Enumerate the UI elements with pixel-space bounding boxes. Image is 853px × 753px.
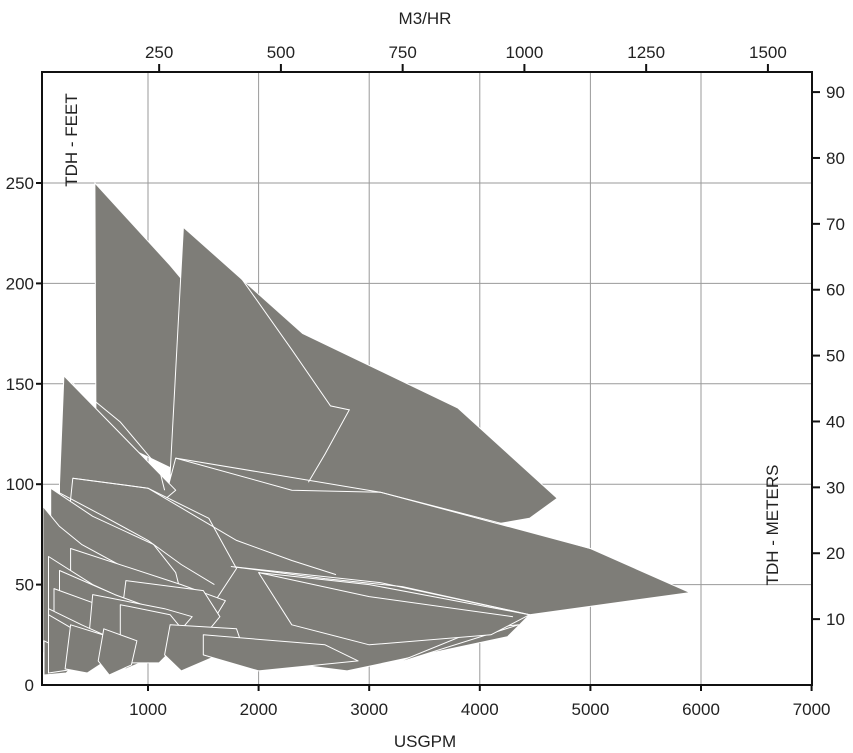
- left-axis-title: TDH - FEET: [62, 93, 81, 187]
- y2-tick-label: 40: [826, 412, 845, 431]
- y-tick-label: 150: [6, 375, 34, 394]
- x-tick-label: 5000: [571, 700, 609, 719]
- performance-areas: [43, 183, 690, 675]
- top-axis-title: M3/HR: [399, 9, 452, 28]
- y2-tick-label: 90: [826, 83, 845, 102]
- y2-tick-label: 10: [826, 610, 845, 629]
- x-tick-label: 1000: [129, 700, 167, 719]
- right-axis-title: TDH - METERS: [763, 465, 782, 586]
- bottom-axis-title: USGPM: [394, 732, 456, 751]
- y2-tick-label: 50: [826, 347, 845, 366]
- y-tick-label: 250: [6, 174, 34, 193]
- y2-tick-label: 70: [826, 215, 845, 234]
- x2-tick-label: 1250: [627, 43, 665, 62]
- y2-tick-label: 60: [826, 281, 845, 300]
- y2-tick-label: 80: [826, 149, 845, 168]
- y-tick-label: 200: [6, 274, 34, 293]
- x-tick-label: 4000: [461, 700, 499, 719]
- x-tick-label: 7000: [793, 700, 831, 719]
- y2-tick-label: 30: [826, 478, 845, 497]
- y-tick-label: 100: [6, 475, 34, 494]
- y-tick-label: 0: [25, 676, 34, 695]
- x-tick-label: 6000: [682, 700, 720, 719]
- x-tick-label: 2000: [240, 700, 278, 719]
- x2-tick-label: 1000: [505, 43, 543, 62]
- x2-tick-label: 250: [145, 43, 173, 62]
- x-tick-label: 3000: [350, 700, 388, 719]
- x2-tick-label: 750: [388, 43, 416, 62]
- y2-tick-label: 20: [826, 544, 845, 563]
- x2-tick-label: 1500: [749, 43, 787, 62]
- y-tick-label: 50: [15, 576, 34, 595]
- x2-tick-label: 500: [267, 43, 295, 62]
